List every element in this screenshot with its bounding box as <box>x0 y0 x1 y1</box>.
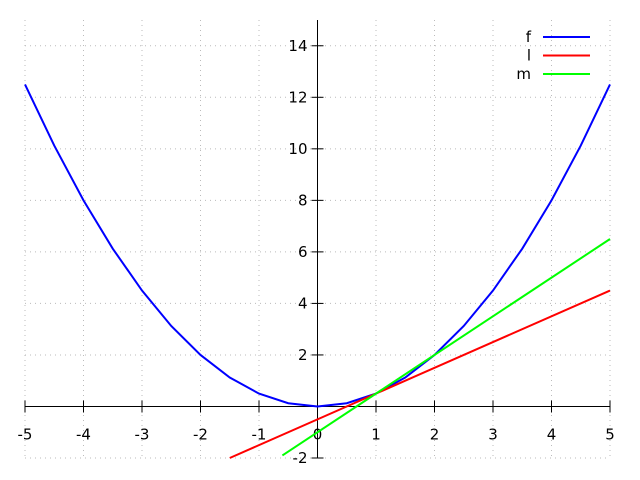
x-tick-label: -4 <box>76 425 91 443</box>
x-tick-label: 3 <box>488 425 498 443</box>
y-tick-label: 6 <box>298 243 308 261</box>
series-line-f <box>24 83 611 408</box>
y-tick-label: 8 <box>298 191 308 209</box>
series-line-m <box>281 238 611 457</box>
y-tick-label: 14 <box>288 37 307 55</box>
x-tick-label: -1 <box>252 425 267 443</box>
x-tick-label: 0 <box>313 425 323 443</box>
series-line-l <box>229 289 611 459</box>
x-tick-label: 1 <box>371 425 381 443</box>
legend-label-f: f <box>526 28 532 46</box>
legend-label-m: m <box>516 65 531 83</box>
y-tick-label: 12 <box>288 88 307 106</box>
x-tick-label: -2 <box>193 425 208 443</box>
series-lines <box>24 83 611 459</box>
x-tick-label: 4 <box>547 425 557 443</box>
y-tick-label: 4 <box>298 294 308 312</box>
x-tick-label: 2 <box>430 425 440 443</box>
x-tick-label: 5 <box>605 425 615 443</box>
legend-label-l: l <box>527 47 531 65</box>
y-tick-label: 2 <box>298 346 308 364</box>
x-tick-label: -5 <box>18 425 33 443</box>
y-tick-label: -2 <box>293 449 308 467</box>
legend: flm <box>516 28 590 83</box>
x-tick-label: -3 <box>135 425 150 443</box>
y-tick-label: 10 <box>288 140 307 158</box>
